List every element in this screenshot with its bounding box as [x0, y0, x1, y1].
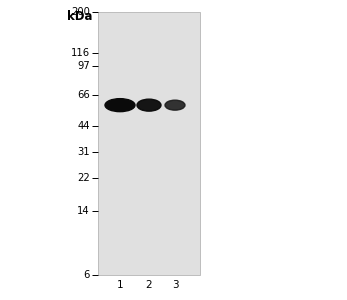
Ellipse shape [105, 99, 135, 112]
Text: 6: 6 [84, 270, 90, 280]
Text: 1: 1 [117, 280, 123, 290]
Text: 116: 116 [71, 48, 90, 58]
Text: 200: 200 [71, 7, 90, 17]
Text: 31: 31 [77, 147, 90, 157]
Ellipse shape [137, 99, 161, 111]
Text: 97: 97 [77, 61, 90, 71]
Text: 14: 14 [77, 206, 90, 217]
Ellipse shape [165, 100, 185, 110]
Bar [98, 12, 200, 275]
Text: 22: 22 [77, 172, 90, 183]
Text: kDa: kDa [68, 10, 93, 23]
Text: 66: 66 [77, 90, 90, 100]
Text: 44: 44 [77, 121, 90, 130]
Text: 3: 3 [172, 280, 178, 290]
Text: 2: 2 [146, 280, 152, 290]
